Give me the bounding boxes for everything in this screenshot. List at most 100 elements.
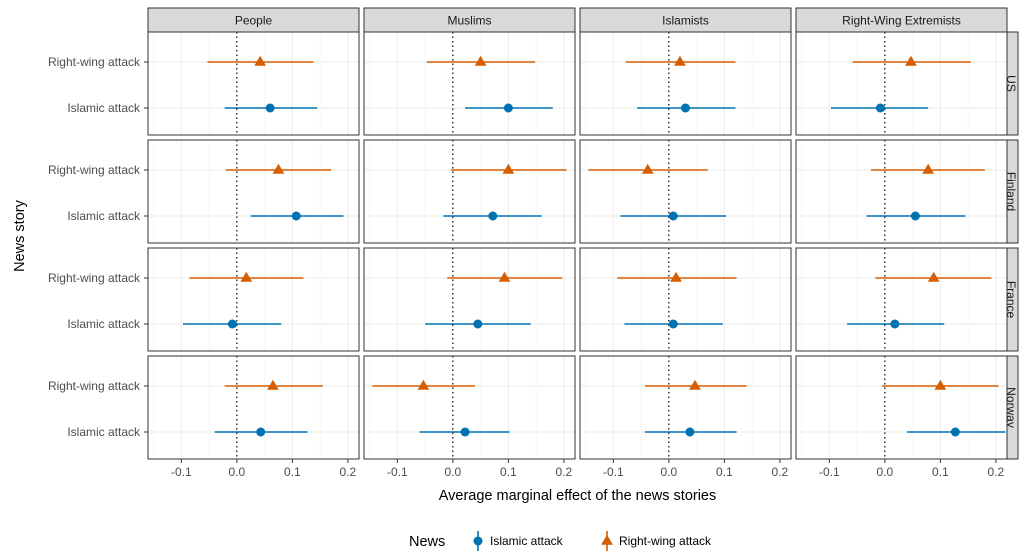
panel (795, 139, 1008, 244)
x-tick-label: 0.1 (284, 465, 301, 479)
x-tick-label: 0.0 (660, 465, 677, 479)
panel-border (147, 247, 360, 352)
y-tick-label: Islamic attack (67, 317, 141, 331)
y-tick-label: Right-wing attack (48, 271, 141, 285)
panel-border (363, 139, 576, 244)
x-tick-label: 0.1 (500, 465, 517, 479)
panel-border (579, 355, 792, 460)
panel (363, 247, 576, 352)
point-estimate-triangle (474, 55, 487, 66)
point-estimate-circle (685, 427, 695, 437)
column-strip-label: People (235, 14, 273, 28)
y-tick-label: Islamic attack (67, 101, 141, 115)
point-estimate-circle (875, 103, 885, 113)
y-tick-label: Right-wing attack (48, 55, 141, 69)
x-tick-label: 0.1 (932, 465, 949, 479)
point-estimate-circle (473, 319, 483, 329)
x-tick-label: 0.1 (716, 465, 733, 479)
panel (579, 31, 792, 136)
point-estimate-circle (950, 427, 960, 437)
point-estimate-circle (291, 211, 301, 221)
panel-background (364, 248, 575, 351)
panel-border (579, 31, 792, 136)
point-estimate-triangle (417, 379, 430, 390)
panel-background (148, 32, 359, 135)
panel-border (579, 139, 792, 244)
panel-background (580, 140, 791, 243)
x-tick-label: -0.1 (603, 465, 624, 479)
panel-border (147, 31, 360, 136)
panel-border (147, 139, 360, 244)
panel-background (796, 356, 1007, 459)
panel-background (580, 356, 791, 459)
chart-body: People Muslims Islamists Right-Wing Extremi… (48, 7, 1019, 479)
point-estimate-triangle (670, 271, 682, 282)
legend-label: Right-wing attack (619, 534, 712, 548)
point-estimate-triangle (502, 163, 515, 174)
panel-border (795, 355, 1008, 460)
panel-background (580, 32, 791, 135)
panel (147, 355, 360, 460)
x-tick-label: 0.0 (444, 465, 461, 479)
panel (147, 31, 360, 136)
panel-background (796, 32, 1007, 135)
column-strip-label: Right-Wing Extremists (842, 14, 961, 28)
legend-title: News (409, 534, 445, 550)
point-estimate-triangle (240, 271, 253, 282)
x-tick-label: -0.1 (387, 465, 408, 479)
panel (579, 247, 792, 352)
point-estimate-triangle (641, 163, 654, 174)
panel-background (796, 248, 1007, 351)
panel-background (148, 356, 359, 459)
panel-border (795, 247, 1008, 352)
panel-background (364, 32, 575, 135)
panel-border (363, 355, 576, 460)
panel-background (580, 248, 791, 351)
legend-key-circle (473, 536, 483, 546)
point-estimate-triangle (498, 271, 511, 282)
panel-background (364, 140, 575, 243)
panel (795, 31, 1008, 136)
panel-border (795, 139, 1008, 244)
panel-background (796, 140, 1007, 243)
column-strip-label: Muslims (448, 14, 492, 28)
y-axis-title: News story (12, 199, 28, 271)
point-estimate-circle (910, 211, 920, 221)
panel-background (364, 356, 575, 459)
x-axis-title: Average marginal effect of the news stor… (439, 488, 717, 504)
point-estimate-triangle (905, 55, 917, 66)
x-tick-label: 0.2 (988, 465, 1005, 479)
panel-border (579, 247, 792, 352)
point-estimate-triangle (272, 163, 285, 174)
point-estimate-circle (227, 319, 237, 329)
x-tick-label: -0.1 (819, 465, 840, 479)
panel (795, 247, 1008, 352)
point-estimate-triangle (674, 55, 686, 66)
y-tick-label: Right-wing attack (48, 163, 141, 177)
column-strip (363, 7, 576, 33)
panel (363, 31, 576, 136)
legend-label: Islamic attack (490, 534, 564, 548)
point-estimate-circle (668, 211, 678, 221)
panel-border (147, 355, 360, 460)
point-estimate-circle (890, 319, 900, 329)
panel-background (148, 140, 359, 243)
column-strip (147, 7, 360, 33)
point-estimate-circle (488, 211, 498, 221)
panel-background (148, 248, 359, 351)
panel (147, 247, 360, 352)
panel-border (363, 31, 576, 136)
point-estimate-triangle (267, 379, 279, 390)
panel-border (795, 31, 1008, 136)
column-strip-label: Islamists (662, 14, 709, 28)
point-estimate-triangle (689, 379, 701, 390)
x-tick-label: -0.1 (171, 465, 192, 479)
point-estimate-circle (256, 427, 266, 437)
point-estimate-circle (503, 103, 513, 113)
x-tick-label: 0.2 (340, 465, 357, 479)
panel-border (363, 247, 576, 352)
point-estimate-triangle (254, 55, 267, 66)
point-estimate-circle (668, 319, 678, 329)
panel (579, 355, 792, 460)
